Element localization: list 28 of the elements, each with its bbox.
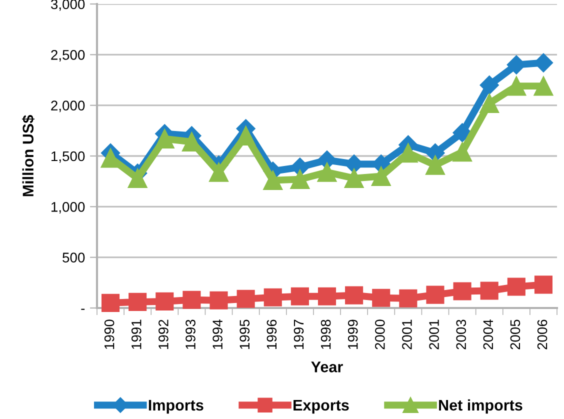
y-tick-label: 2,500 [51, 50, 85, 62]
x-tick-label: 1997 [294, 320, 304, 349]
x-tick-label: 2003 [456, 320, 466, 350]
x-tick-label: 2001 [429, 320, 439, 350]
y-tick-label: 500 [62, 252, 85, 263]
legend-label: Imports [148, 400, 204, 414]
x-tick-label: 2006 [537, 320, 548, 350]
x-tick-label: 1990 [104, 320, 114, 349]
x-tick-label: 1999 [348, 320, 358, 349]
x-tick-label: 1995 [240, 320, 250, 349]
x-tick-label: 1992 [158, 320, 168, 349]
y-tick-label: 1,500 [52, 151, 85, 163]
x-axis-title: Year [311, 362, 343, 372]
x-tick-label: 1998 [320, 320, 331, 349]
y-tick-label: 2,000 [51, 100, 85, 112]
x-tick-label: 2004 [483, 320, 494, 350]
y-axis-title: Million US$ [22, 115, 35, 196]
x-tick-label: 1996 [266, 320, 277, 349]
legend-label: Net imports [439, 399, 522, 414]
x-tick-label: 1991 [131, 320, 142, 349]
y-tick-label: 1,000 [52, 202, 85, 214]
x-tick-label: 2005 [510, 320, 520, 350]
y-tick-label: - [81, 308, 85, 310]
x-tick-label: 1993 [186, 320, 196, 349]
x-tick-label: 2000 [375, 320, 385, 350]
x-tick-label: 1994 [212, 320, 222, 349]
legend-label: Exports [294, 400, 349, 414]
x-tick-label: 2001 [402, 320, 412, 350]
